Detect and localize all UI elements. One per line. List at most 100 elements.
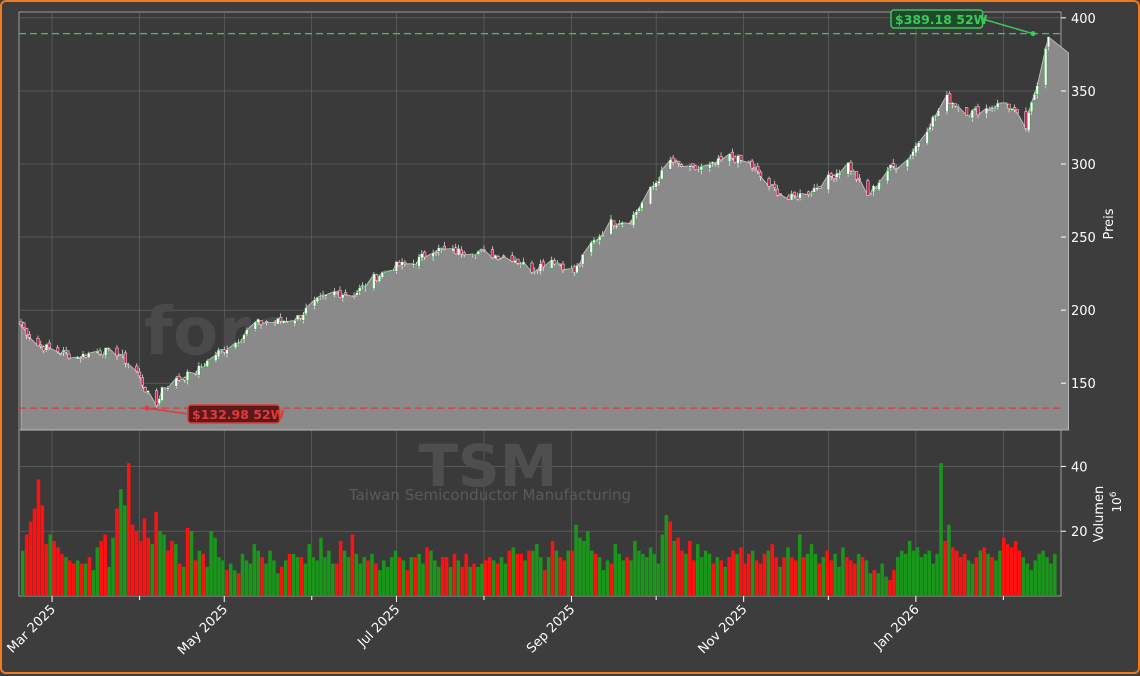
candle-body xyxy=(434,251,438,254)
volume-bar xyxy=(44,544,49,596)
candle-body xyxy=(897,166,901,169)
volume-axis-exponent: 106 xyxy=(1109,491,1124,512)
volume-bar xyxy=(378,570,382,596)
volume-bar xyxy=(72,563,76,596)
volume-bar xyxy=(362,557,366,596)
annotations: $389.18 52W $132.98 52W xyxy=(144,9,1036,424)
candle-body xyxy=(846,162,850,175)
volume-bar xyxy=(872,570,877,596)
candle-body xyxy=(516,258,520,264)
annotation-52w-high-arrow xyxy=(982,18,1034,35)
volume-bar xyxy=(550,540,555,596)
candle-body xyxy=(372,273,376,289)
volume-bar xyxy=(115,508,119,596)
candle-body xyxy=(612,220,616,226)
candle-body xyxy=(668,159,672,170)
volume-bar xyxy=(252,544,257,596)
volume-bar xyxy=(240,553,245,596)
volume-bar xyxy=(809,544,814,596)
volume-bar xyxy=(393,550,398,596)
volume-bar xyxy=(28,521,33,596)
candle-body xyxy=(581,254,585,265)
candle-body xyxy=(818,186,822,189)
volume-bar xyxy=(134,531,139,596)
candle-body xyxy=(335,291,339,294)
candle-body xyxy=(98,350,102,355)
candle-body xyxy=(632,214,636,226)
volume-bar xyxy=(586,531,590,596)
candle-body xyxy=(160,386,164,401)
volume-bar xyxy=(825,550,829,596)
candle-body xyxy=(753,167,757,170)
volume-bar xyxy=(672,540,676,596)
volume-bar xyxy=(425,547,429,596)
candle-body xyxy=(561,263,565,271)
candle-body xyxy=(217,349,221,358)
reference-lines xyxy=(19,33,1061,409)
volume-bar xyxy=(366,560,370,596)
candle-body xyxy=(442,245,446,250)
candle-body xyxy=(397,262,401,267)
volume-bar xyxy=(750,550,755,596)
volume-bar xyxy=(876,573,881,596)
candle-body xyxy=(519,264,523,266)
candle-body xyxy=(293,320,297,325)
candle-body xyxy=(713,163,717,165)
volume-bar xyxy=(735,553,739,596)
candle-body xyxy=(1027,111,1031,131)
candle-body xyxy=(304,307,308,315)
volume-bar xyxy=(856,553,861,596)
volume-bar xyxy=(754,560,759,596)
price-tick-label: 150 xyxy=(1071,377,1096,392)
volume-bar xyxy=(852,563,857,596)
candle-body xyxy=(691,163,695,167)
volume-bar xyxy=(213,537,217,596)
candle-body xyxy=(694,165,698,171)
candle-body xyxy=(787,195,791,200)
volume-bar xyxy=(978,550,983,596)
candle-body xyxy=(857,177,861,180)
volume-bar xyxy=(668,521,673,596)
volume-bars xyxy=(21,463,1057,596)
volume-bar xyxy=(276,573,280,596)
volume-bar xyxy=(36,479,41,596)
volume-bar xyxy=(370,553,374,596)
candle-body xyxy=(454,247,458,255)
candle-body xyxy=(750,160,754,169)
volume-bar xyxy=(943,540,947,596)
candle-body xyxy=(993,108,997,110)
volume-bar xyxy=(21,550,25,596)
volume-bar xyxy=(621,560,625,596)
candle-body xyxy=(479,248,483,251)
candle-body xyxy=(917,142,921,148)
volume-bar xyxy=(746,553,751,596)
candle-body xyxy=(262,322,266,325)
volume-bar xyxy=(684,553,688,596)
volume-bar xyxy=(409,557,414,596)
volume-bar xyxy=(727,557,731,596)
candle-body xyxy=(778,193,782,195)
candle-body xyxy=(118,353,122,356)
x-tick-label: May 2025 xyxy=(175,602,231,658)
candle-body xyxy=(265,321,269,323)
volume-bar xyxy=(421,563,425,596)
candle-body xyxy=(493,254,497,259)
volume-bar xyxy=(495,563,500,596)
annotation-52w-low-arrow xyxy=(146,407,189,415)
volume-bar xyxy=(590,550,594,596)
volume-bar xyxy=(562,560,567,596)
candle-body xyxy=(186,371,190,381)
candle-body xyxy=(747,160,751,163)
volume-bar xyxy=(982,547,986,596)
volume-bar xyxy=(778,566,782,596)
volume-bar xyxy=(119,489,123,596)
candle-body xyxy=(815,187,819,191)
volume-bar xyxy=(1005,544,1010,596)
candle-body xyxy=(530,262,534,273)
candle-body xyxy=(795,196,799,200)
candle-body xyxy=(1046,36,1051,48)
volume-bar xyxy=(947,524,951,596)
volume-bar xyxy=(535,544,539,596)
watermark-ticker: TSM xyxy=(418,432,557,500)
volume-bar xyxy=(790,557,794,596)
